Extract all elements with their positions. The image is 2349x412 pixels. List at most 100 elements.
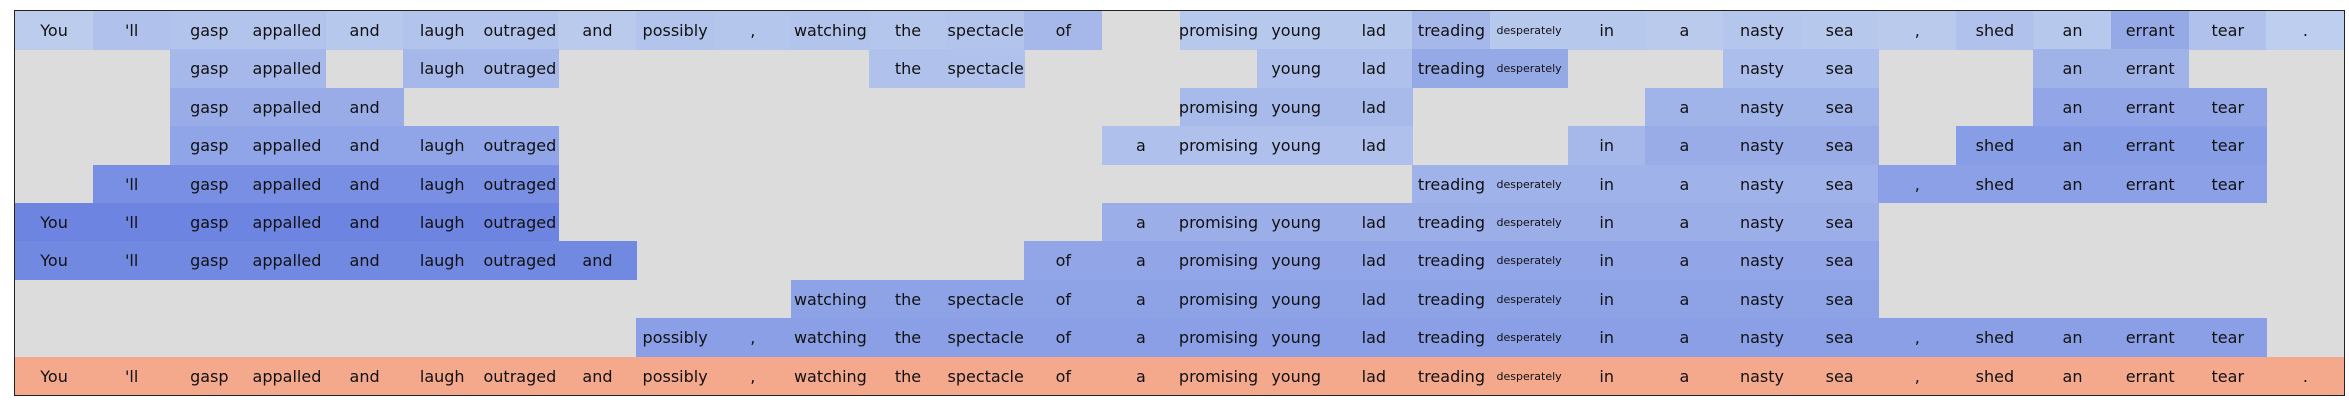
highlighted-token: desperately [1490,164,1569,204]
highlighted-token: nasty [1722,164,1802,204]
highlighted-token: an [2033,87,2112,127]
highlighted-token: a [1645,11,1724,50]
highlighted-token: a [1645,241,1724,281]
full-sentence-token: nasty [1722,356,1802,395]
highlighted-token: appalled [247,87,327,127]
highlighted-token: appalled [247,203,327,242]
highlighted-token: promising [1179,279,1258,319]
full-sentence-token: and [325,356,404,395]
highlighted-token: a [1645,318,1724,358]
highlighted-token: nasty [1722,11,1802,50]
highlighted-token: and [558,241,637,281]
highlighted-token: appalled [247,11,327,50]
highlighted-token: young [1257,126,1336,166]
highlighted-token: a [1645,164,1724,204]
highlighted-token: outraged [480,126,559,166]
highlighted-token: appalled [247,164,327,204]
highlighted-token: laugh [403,11,482,50]
full-sentence-token: You [15,356,94,395]
highlighted-token: sea [1800,11,1879,50]
highlighted-token: sea [1800,279,1879,319]
full-sentence-token: shed [1955,356,2034,395]
highlighted-token: promising [1179,203,1258,242]
highlighted-token: of [1024,241,1103,281]
highlighted-token: shed [1955,164,2034,204]
full-sentence-token: sea [1800,356,1879,395]
full-sentence-token: , [713,356,792,395]
token-attribution-grid: You'll gasp appalled and laugh outraged and pos… [14,10,2345,396]
highlighted-token: a [1101,318,1180,358]
highlighted-token: treading [1412,241,1491,281]
highlighted-token: nasty [1722,241,1802,281]
highlighted-token: , [713,318,792,358]
highlighted-token: sea [1800,241,1879,281]
highlighted-token: and [325,203,404,242]
highlighted-token: appalled [247,126,327,166]
highlighted-token: a [1645,126,1724,166]
highlighted-token: outraged [480,203,559,242]
highlighted-token: of [1024,11,1103,50]
highlighted-token: sea [1800,318,1879,358]
highlighted-token: sea [1800,164,1879,204]
highlighted-token: in [1567,126,1646,166]
highlighted-token: a [1645,87,1724,127]
highlighted-token: young [1257,203,1336,242]
highlighted-token: a [1645,279,1724,319]
highlighted-token: 'll [92,11,171,50]
highlighted-token: errant [2111,87,2190,127]
highlighted-token: , [713,11,792,50]
highlighted-token: sea [1800,87,1879,127]
highlighted-token: watching [791,279,870,319]
full-sentence-token: tear [2188,356,2267,395]
highlighted-token: and [325,11,404,50]
highlighted-token: lad [1334,241,1413,281]
highlighted-token: treading [1412,203,1491,242]
highlighted-token: spectacle [946,318,1025,358]
highlighted-token: gasp [170,164,249,204]
highlighted-token: desperately [1490,11,1569,50]
highlighted-token: in [1567,164,1646,204]
highlighted-token: nasty [1722,87,1802,127]
highlighted-token: a [1101,241,1180,281]
highlighted-token: laugh [403,203,482,242]
highlighted-token: lad [1334,318,1413,358]
highlighted-token: treading [1412,11,1491,50]
highlighted-token: laugh [403,241,482,281]
highlighted-token: and [325,241,404,281]
highlighted-token: tear [2188,87,2267,127]
full-sentence-token: an [2033,356,2112,395]
full-sentence-token: desperately [1490,356,1569,395]
highlighted-token: promising [1179,87,1258,127]
highlighted-token: an [2033,164,2112,204]
highlighted-token: the [868,279,948,319]
highlighted-token: promising [1179,241,1258,281]
highlighted-token: , [1878,318,1957,358]
highlighted-token: tear [2188,11,2267,50]
highlighted-token: young [1257,11,1336,50]
full-sentence-token: 'll [92,356,171,395]
highlighted-token: the [868,49,948,89]
full-sentence-token: outraged [480,356,559,395]
highlighted-token: the [868,318,948,358]
full-sentence-token: promising [1179,356,1258,395]
highlighted-token: a [1101,203,1180,242]
highlighted-token: errant [2111,318,2190,358]
highlighted-token: outraged [480,49,559,89]
highlighted-token: gasp [170,203,249,242]
highlighted-token: desperately [1490,203,1569,242]
highlighted-token: laugh [403,126,482,166]
highlighted-token: a [1101,279,1180,319]
highlighted-token: lad [1334,11,1413,50]
highlighted-token: and [558,11,637,50]
full-sentence-token: a [1101,356,1180,395]
highlighted-token: errant [2111,164,2190,204]
highlighted-token: treading [1412,318,1491,358]
highlighted-token: , [1878,11,1957,50]
highlighted-token: a [1645,203,1724,242]
highlighted-token: shed [1955,11,2034,50]
full-sentence-token: a [1645,356,1724,395]
highlighted-token: nasty [1722,203,1802,242]
highlighted-token: desperately [1490,49,1569,89]
highlighted-token: and [325,87,404,127]
highlighted-token: gasp [170,87,249,127]
